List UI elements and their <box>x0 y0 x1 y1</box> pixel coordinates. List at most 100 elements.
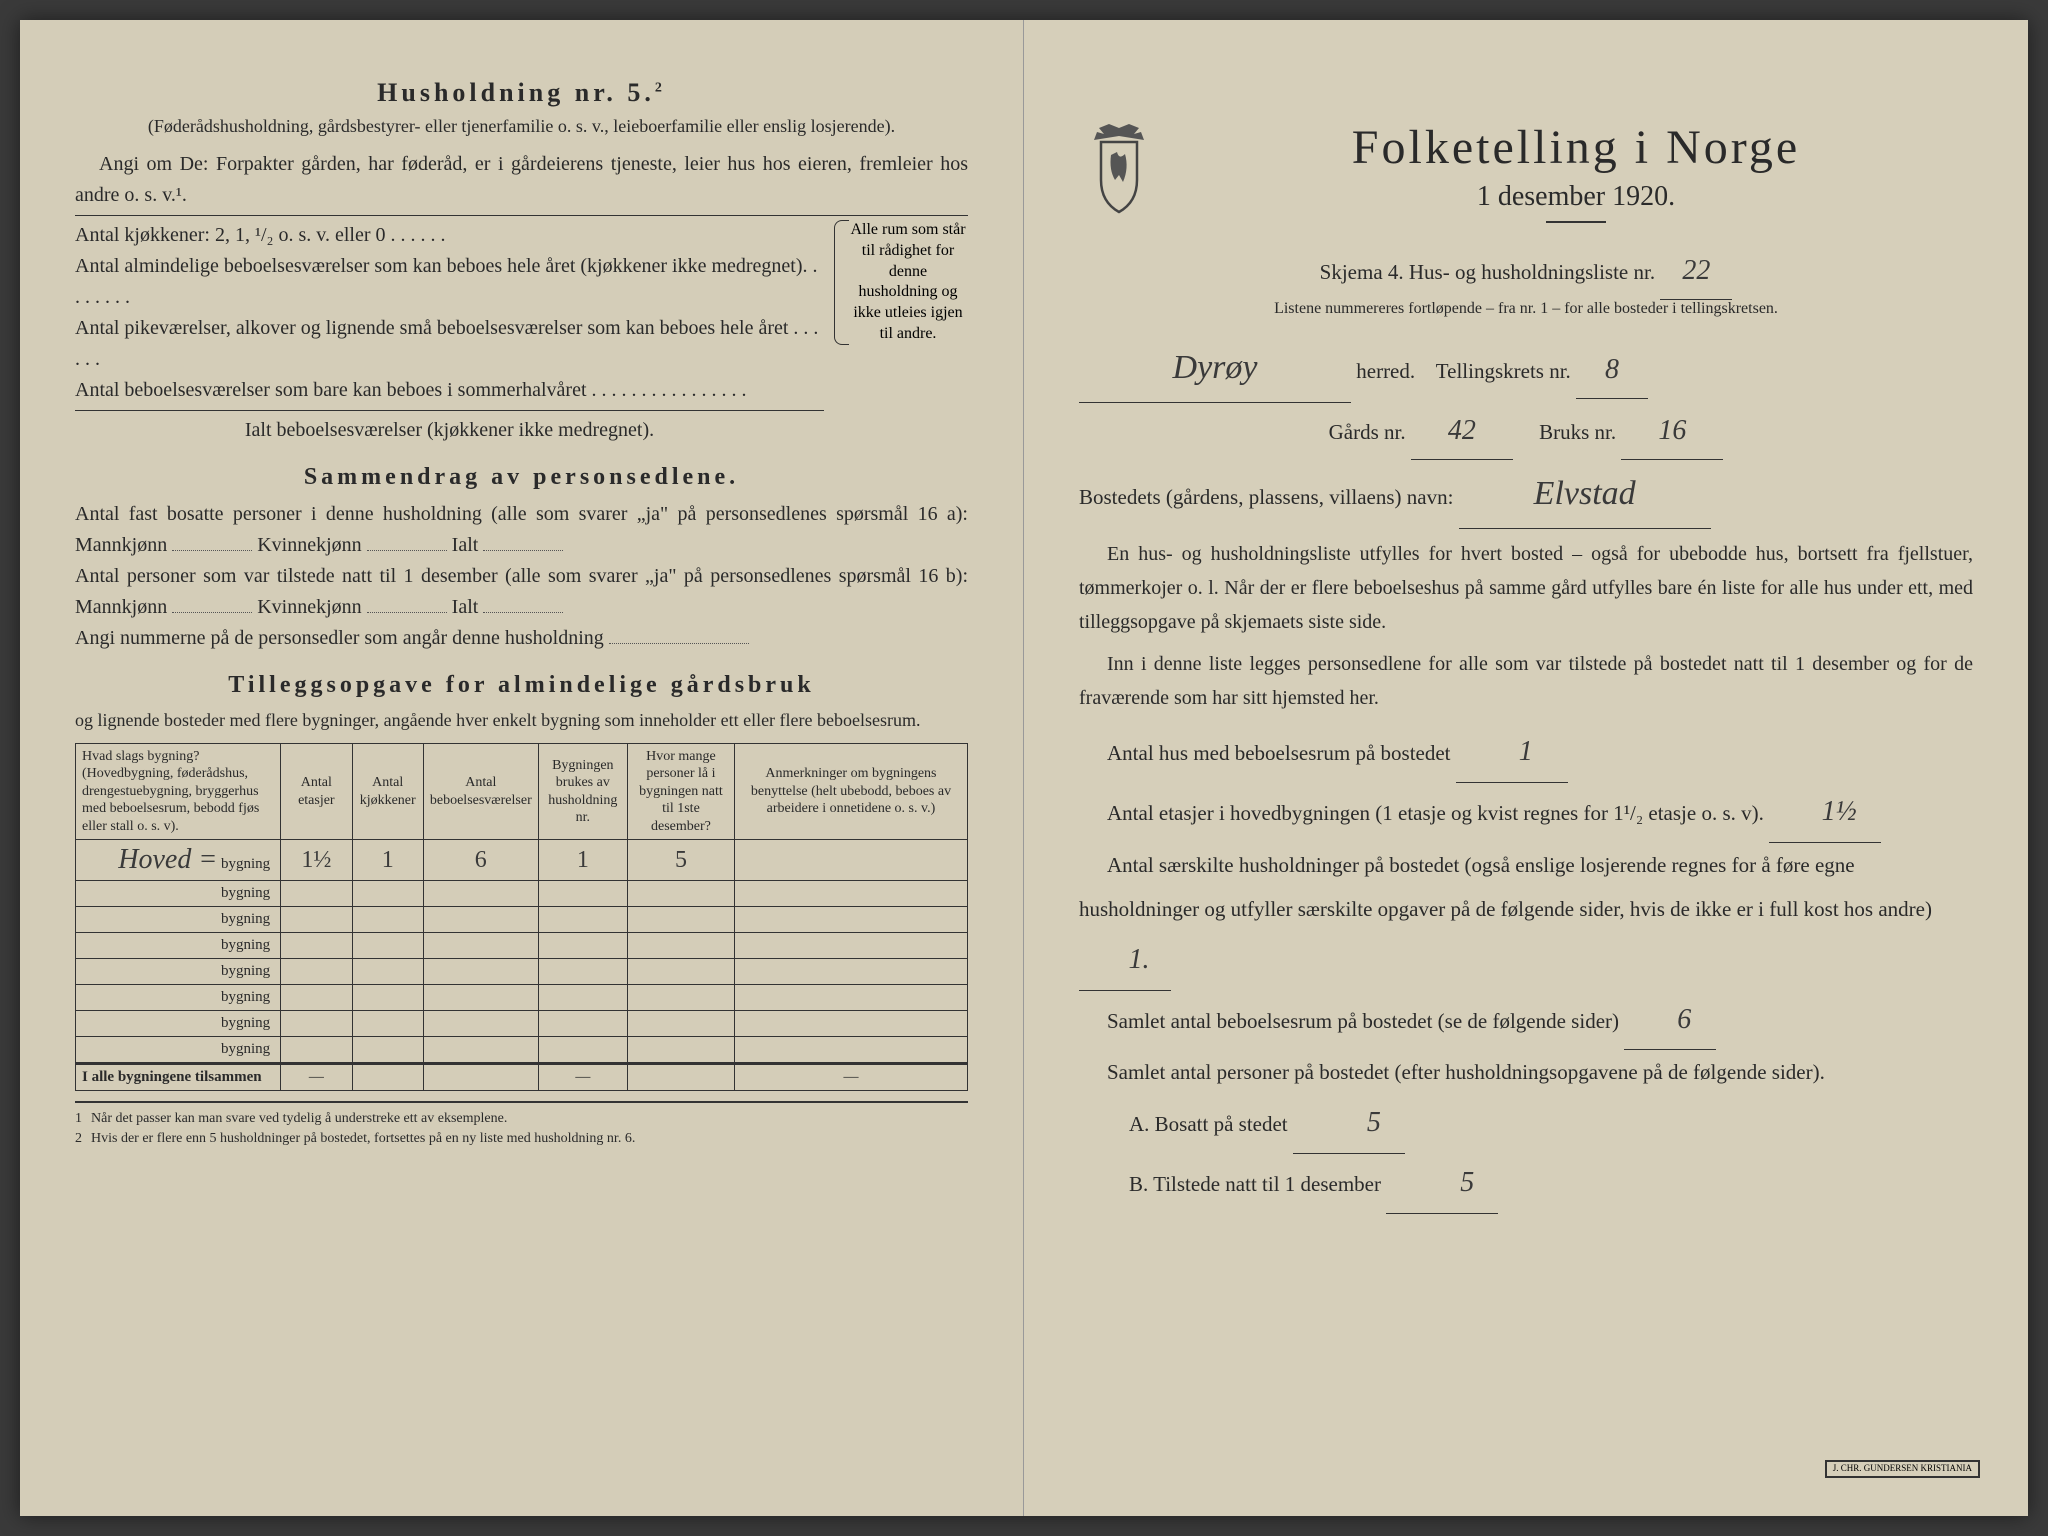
row1-print: bygning <box>221 856 270 872</box>
table-row: bygning <box>76 985 968 1011</box>
herred-value: Dyrøy <box>1079 334 1351 403</box>
skjema-value: 22 <box>1660 243 1732 300</box>
row1-c4: 1 <box>538 840 627 881</box>
krets-label: Tellingskrets nr. <box>1436 359 1571 383</box>
coat-of-arms-icon <box>1079 120 1159 220</box>
title-divider <box>1546 221 1606 223</box>
household-subnote: (Føderådshusholdning, gårdsbestyrer- ell… <box>75 116 968 137</box>
th-rooms: Antal beboelsesværelser <box>423 743 538 840</box>
s2-value: 1½ <box>1769 783 1881 843</box>
female-field-2 <box>367 612 447 613</box>
table-row: Hoved = bygning 1½ 1 6 1 5 <box>76 840 968 881</box>
table-row: bygning <box>76 933 968 959</box>
row1-label: Hoved = bygning <box>76 840 281 881</box>
row1-c3-val: 6 <box>475 847 487 873</box>
table-row: bygning <box>76 907 968 933</box>
present-count-block: Antal personer som var tilstede natt til… <box>75 561 968 623</box>
footnotes: 1Når det passer kan man svare ved tydeli… <box>75 1101 968 1148</box>
empty-label: bygning <box>76 881 281 907</box>
building-table-body: Hoved = bygning 1½ 1 6 1 5 bygning bygni… <box>76 840 968 1091</box>
summary-rooms: Samlet antal beboelsesrum på bostedet (s… <box>1079 991 1973 1051</box>
line-total-rooms: Ialt beboelsesværelser (kjøkkener ikke m… <box>75 415 824 446</box>
crest-svg <box>1079 120 1159 220</box>
sA-label: A. Bosatt på stedet <box>1129 1112 1288 1136</box>
row1-c4-val: 1 <box>577 847 589 873</box>
male-field-2 <box>172 612 252 613</box>
building-table-head: Hvad slags bygning? (Hovedbygning, føder… <box>76 743 968 840</box>
numbering-caption: Listene nummereres fortløpende – fra nr.… <box>1079 300 1973 318</box>
row1-c3: 6 <box>423 840 538 881</box>
footnote-2-text: Hvis der er flere enn 5 husholdninger på… <box>91 1131 635 1146</box>
left-page: Husholdning nr. 5.2 (Føderådshusholdning… <box>20 20 1024 1516</box>
person-summary-title: Sammendrag av personsedlene. <box>75 464 968 491</box>
row1-c5: 5 <box>627 840 734 881</box>
s3-value: 1. <box>1079 931 1171 991</box>
footnote-2: 2Hvis der er flere enn 5 husholdninger p… <box>75 1129 968 1149</box>
empty-label: bygning <box>76 985 281 1011</box>
summary-floors: Antal etasjer i hovedbygningen (1 etasje… <box>1079 783 1973 843</box>
main-title: Folketelling i Norge <box>1179 120 1973 175</box>
table-row: bygning <box>76 1011 968 1037</box>
line-kitchens: Antal kjøkkener: 2, 1, ¹/₂ o. s. v. elle… <box>75 220 824 251</box>
table-footer-row: I alle bygningene tilsammen — — — <box>76 1064 968 1091</box>
krets-value: 8 <box>1576 342 1648 399</box>
instructions-p1: En hus- og husholdningsliste utfylles fo… <box>1079 537 1973 639</box>
summary-b: B. Tilstede natt til 1 desember 5 <box>1079 1154 1973 1214</box>
male-field <box>172 550 252 551</box>
empty-label: bygning <box>76 907 281 933</box>
dash: — <box>281 1064 352 1091</box>
total-field-2 <box>483 612 563 613</box>
census-document: Husholdning nr. 5.2 (Føderådshusholdning… <box>20 20 2028 1516</box>
bosted-value: Elvstad <box>1459 460 1711 529</box>
sB-value: 5 <box>1386 1154 1498 1214</box>
bosted-line: Bostedets (gårdens, plassens, villaens) … <box>1079 460 1973 529</box>
summary-houses: Antal hus med beboelsesrum på bostedet 1 <box>1079 723 1973 783</box>
s1-label: Antal hus med beboelsesrum på bostedet <box>1107 741 1451 765</box>
th-building-type: Hvad slags bygning? (Hovedbygning, føder… <box>76 743 281 840</box>
empty-label: bygning <box>76 1011 281 1037</box>
row1-c1: 1½ <box>281 840 352 881</box>
printer-stamp: J. CHR. GUNDERSEN KRISTIANIA <box>1825 1460 1980 1478</box>
s4-label: Samlet antal beboelsesrum på bostedet (s… <box>1107 1009 1619 1033</box>
s3-label: Antal særskilte husholdninger på bostede… <box>1079 853 1932 921</box>
resident-count-label: Antal fast bosatte personer i denne hush… <box>75 503 968 556</box>
s1-value: 1 <box>1456 723 1568 783</box>
divider <box>75 215 968 216</box>
supplement-sub: og lignende bosteder med flere bygninger… <box>75 707 968 735</box>
row1-c6 <box>734 840 967 881</box>
th-kitchens: Antal kjøkkener <box>352 743 423 840</box>
table-row: bygning <box>76 881 968 907</box>
row1-c5-val: 5 <box>675 847 687 873</box>
building-table: Hvad slags bygning? (Hovedbygning, føder… <box>75 743 968 1092</box>
bruk-value: 16 <box>1621 403 1723 460</box>
th-floors: Antal etasjer <box>281 743 352 840</box>
subtitle: 1 desember 1920. <box>1179 181 1973 213</box>
female-field <box>367 550 447 551</box>
s4-value: 6 <box>1624 991 1716 1051</box>
right-header: Folketelling i Norge 1 desember 1920. <box>1079 120 1973 231</box>
table-row: bygning <box>76 959 968 985</box>
person-summary-block: Antal fast bosatte personer i denne hush… <box>75 499 968 561</box>
title-block: Folketelling i Norge 1 desember 1920. <box>1179 120 1973 231</box>
total-label-2: Ialt <box>452 596 479 618</box>
divider <box>75 410 824 411</box>
footnote-1-text: Når det passer kan man svare ved tydelig… <box>91 1111 507 1126</box>
household-title: Husholdning nr. 5.2 <box>75 78 968 108</box>
gard-label: Gårds nr. <box>1329 420 1406 444</box>
supplement-title: Tilleggsopgave for almindelige gårdsbruk <box>75 672 968 699</box>
household-intro: Angi om De: Forpakter gården, har føderå… <box>75 149 968 211</box>
row1-c2-val: 1 <box>382 847 394 873</box>
skjema-label: Skjema 4. Hus- og husholdningsliste nr. <box>1320 260 1655 284</box>
household-title-sup: 2 <box>655 80 666 95</box>
empty-label: bygning <box>76 1037 281 1064</box>
footer-label: I alle bygningene tilsammen <box>76 1064 281 1091</box>
summary-households: Antal særskilte husholdninger på bostede… <box>1079 843 1973 991</box>
gard-bruk-line: Gårds nr. 42 Bruks nr. 16 <box>1079 403 1973 460</box>
footnote-1: 1Når det passer kan man svare ved tydeli… <box>75 1109 968 1129</box>
th-remarks: Anmerkninger om bygningens benyttelse (h… <box>734 743 967 840</box>
person-numbers-field <box>609 643 749 644</box>
household-title-text: Husholdning nr. 5. <box>377 78 655 107</box>
total-field <box>483 550 563 551</box>
room-lines: Antal kjøkkener: 2, 1, ¹/₂ o. s. v. elle… <box>75 220 824 446</box>
dash: — <box>734 1064 967 1091</box>
